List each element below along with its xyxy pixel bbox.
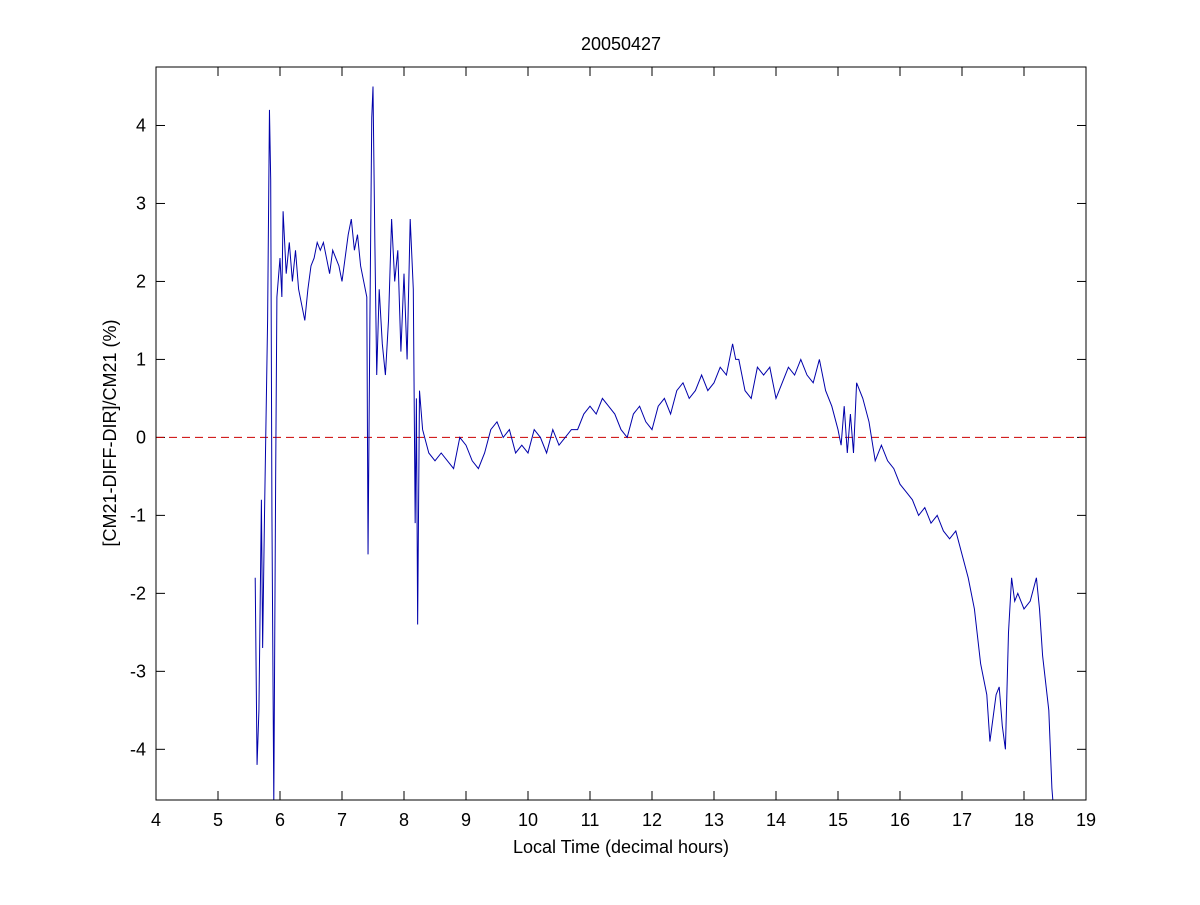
x-tick-label: 8 bbox=[399, 810, 409, 830]
y-tick-label: 1 bbox=[136, 349, 146, 369]
y-axis-label: [CM21-DIFF-DIR]/CM21 (%) bbox=[100, 319, 120, 546]
y-tick-label: -2 bbox=[130, 583, 146, 603]
y-tick-label: 2 bbox=[136, 271, 146, 291]
y-tick-label: 3 bbox=[136, 193, 146, 213]
x-tick-label: 4 bbox=[151, 810, 161, 830]
chart-title: 20050427 bbox=[581, 34, 661, 54]
axes-box bbox=[155, 66, 1087, 801]
x-axis-label: Local Time (decimal hours) bbox=[513, 837, 729, 857]
x-tick-label: 12 bbox=[642, 810, 662, 830]
x-tick-label: 18 bbox=[1014, 810, 1034, 830]
y-tick-label: 0 bbox=[136, 427, 146, 447]
data-line bbox=[254, 86, 1054, 800]
x-tick-label: 7 bbox=[337, 810, 347, 830]
x-tick-label: 16 bbox=[890, 810, 910, 830]
x-tick-label: 9 bbox=[461, 810, 471, 830]
x-tick-label: 14 bbox=[766, 810, 786, 830]
x-tick-label: 5 bbox=[213, 810, 223, 830]
x-tick-label: 17 bbox=[952, 810, 972, 830]
x-tick-label: 10 bbox=[518, 810, 538, 830]
y-tick-label: -4 bbox=[130, 739, 146, 759]
y-tick-label: -3 bbox=[130, 661, 146, 681]
x-tick-label: 13 bbox=[704, 810, 724, 830]
x-tick-label: 6 bbox=[275, 810, 285, 830]
y-tick-label: -1 bbox=[130, 505, 146, 525]
x-tick-label: 15 bbox=[828, 810, 848, 830]
x-tick-label: 19 bbox=[1076, 810, 1096, 830]
x-tick-label: 11 bbox=[581, 810, 600, 830]
y-tick-label: 4 bbox=[136, 115, 146, 135]
plot-area bbox=[156, 86, 1086, 800]
